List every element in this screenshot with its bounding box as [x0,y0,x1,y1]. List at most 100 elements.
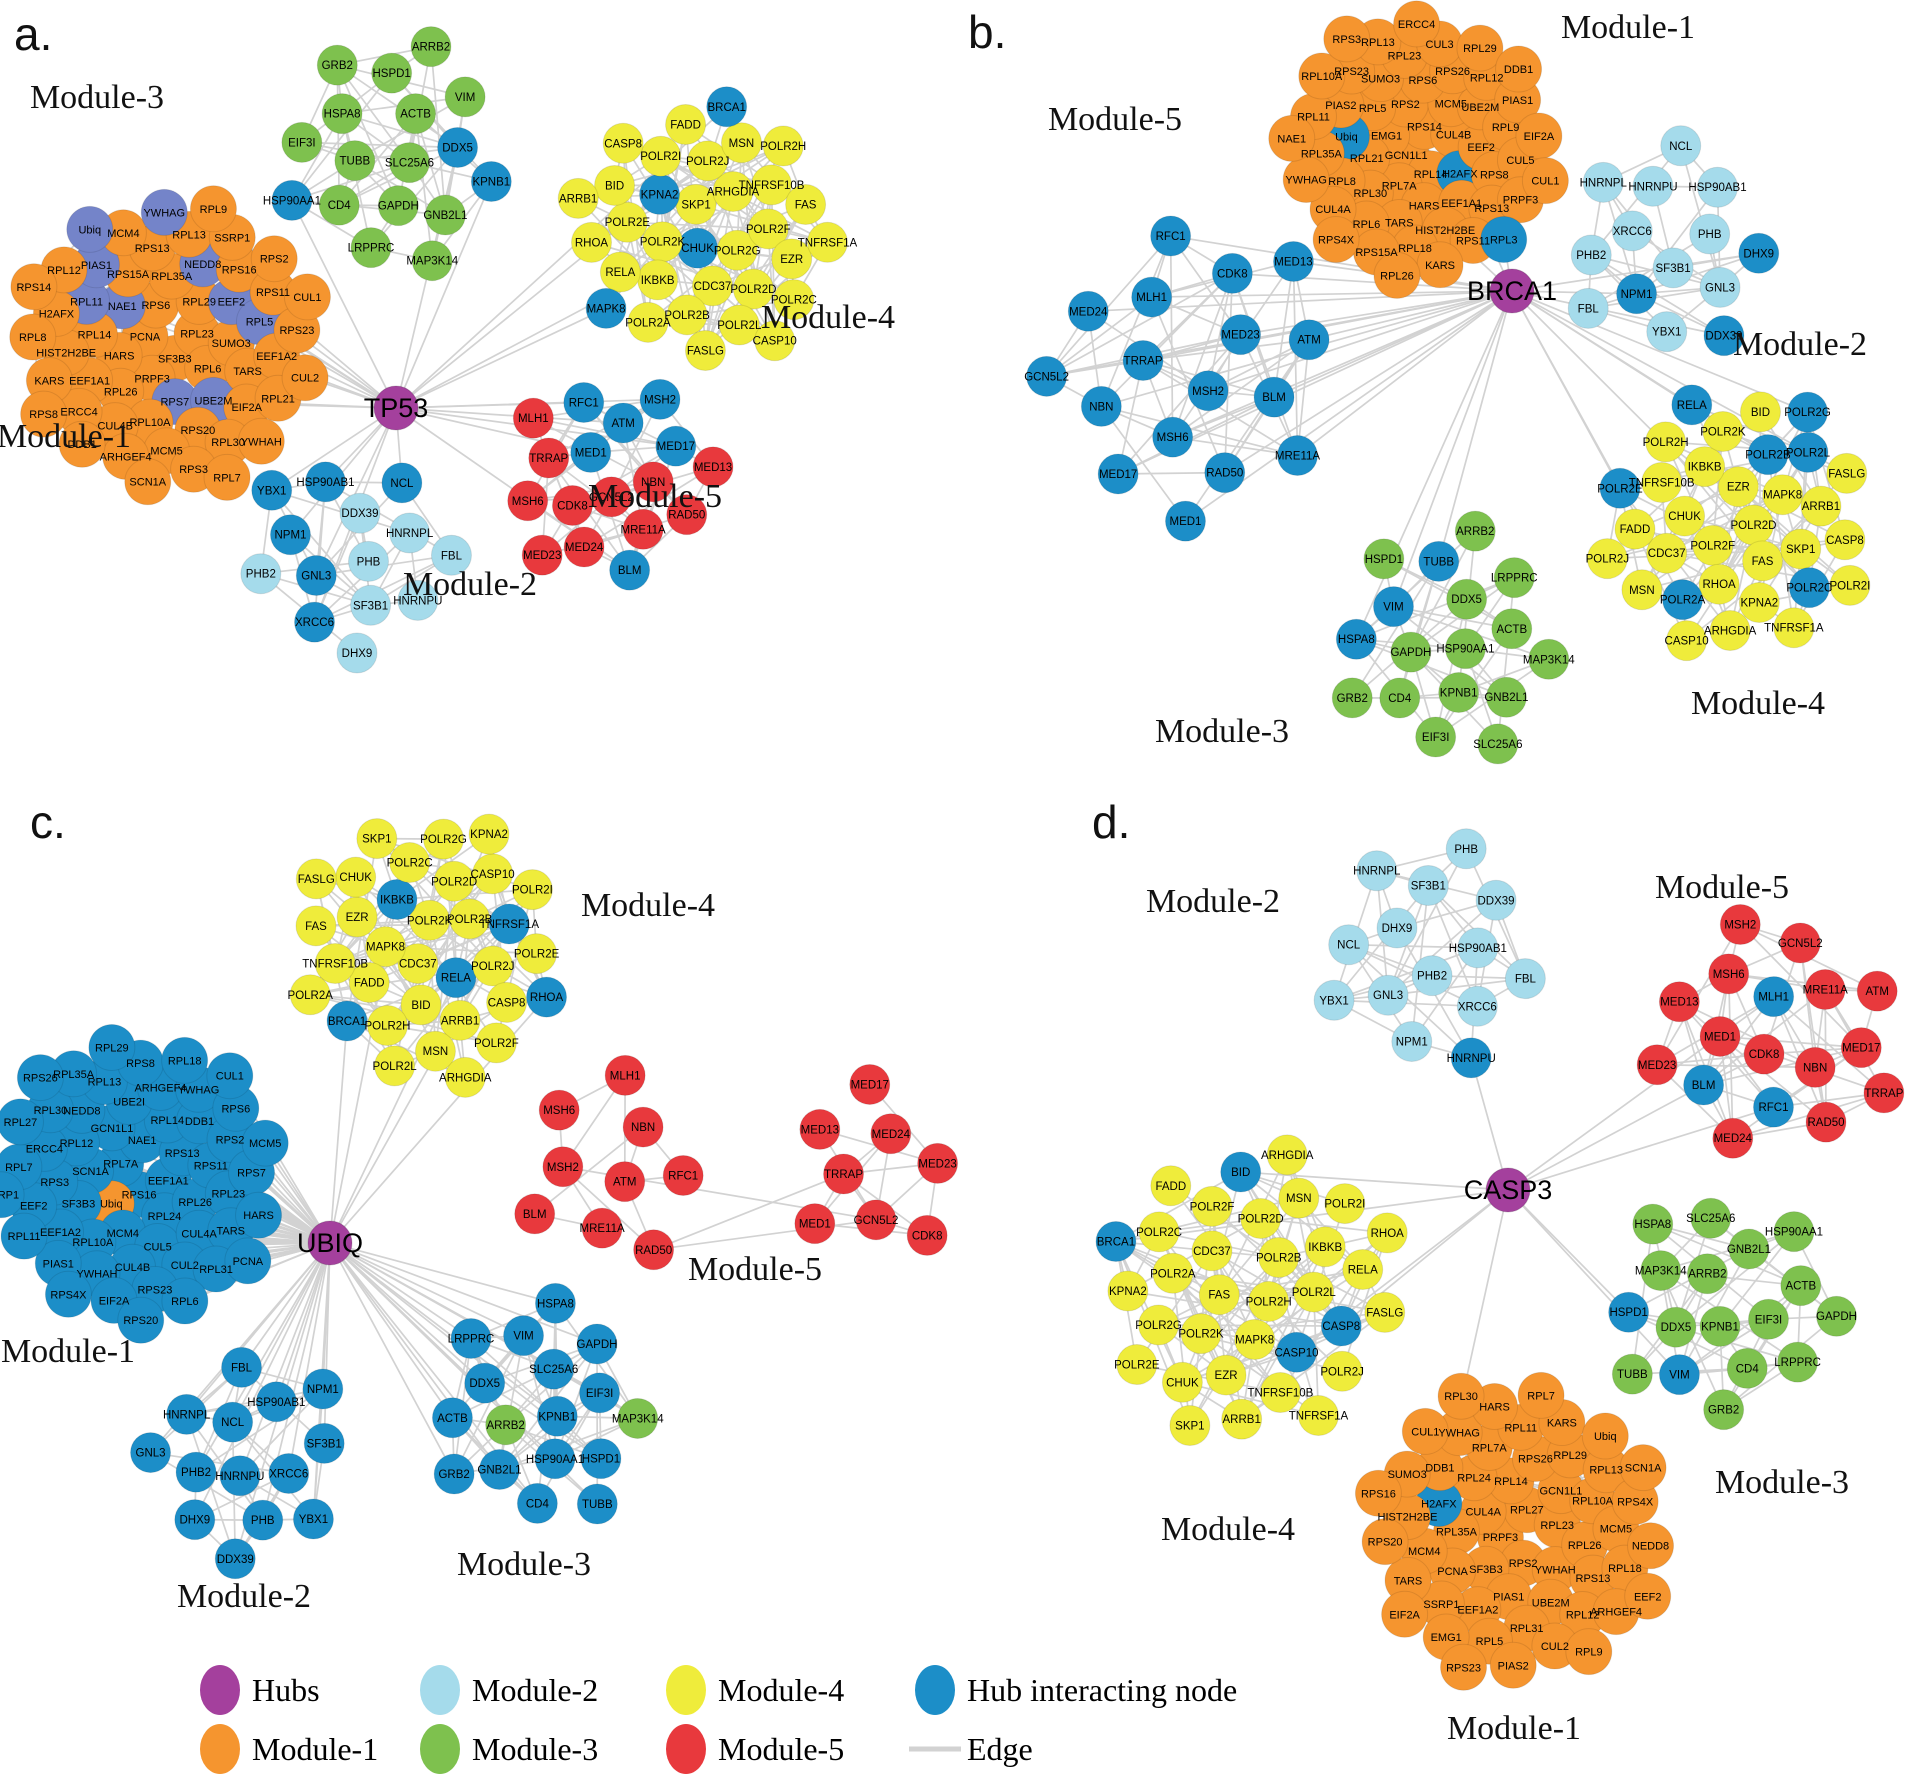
node-label: POLR2K [1700,427,1746,439]
node-label: RPL29 [1553,1450,1587,1462]
node-label: RELA [605,267,635,279]
edge [732,190,776,342]
gene-node [1477,723,1519,765]
node-label: POLR2F [1690,540,1735,552]
edge [1355,576,1516,641]
edge [583,466,714,548]
gene-node [1686,1253,1728,1295]
node-label: RPL9 [1575,1647,1603,1659]
edge [336,64,411,164]
node-label: RPL14 [150,1115,184,1127]
gene-node [1169,1405,1211,1447]
gene-node [823,1153,865,1195]
gene-node [488,903,530,945]
gene-node [1401,1407,1449,1455]
gene-node [395,93,437,135]
node-label: CDK8 [557,501,588,513]
node-label: GRB2 [1337,693,1368,705]
node-label: MSH2 [1192,386,1224,398]
gene-node [464,1362,506,1404]
node-label: POLR2G [1784,407,1831,419]
edge [1333,884,1430,1002]
gene-node [435,957,477,999]
gene-node [350,584,392,626]
hub-edge [289,407,397,536]
gene-node [906,1214,948,1256]
legend-swatch [420,1724,460,1774]
gene-node [1205,1354,1247,1396]
node-label: POLR2B [1256,1252,1302,1264]
node-label: HNRNPL [163,1409,211,1421]
node-label: KPNA2 [470,829,508,841]
node-label: GNB2L1 [1727,1244,1771,1256]
node-label: GCN5L2 [1778,938,1823,950]
gene-node [314,942,356,984]
node-label: MED24 [1069,306,1108,318]
node-label: RPL18 [1608,1563,1642,1575]
node-label: PCNA [233,1256,264,1268]
edge [1169,1184,1298,1354]
node-label: RPL35A [1436,1526,1478,1538]
edge [1641,485,1740,591]
gene-node [633,1229,675,1271]
gene-node [747,208,789,250]
edge [1434,598,1468,738]
hub-edge [1437,290,1513,563]
gene-node [271,179,313,221]
node-label: ACTB [437,1413,468,1425]
node-label: TNFRSF1A [1289,1411,1349,1423]
node-label: EIF2A [1524,131,1555,143]
gene-node [88,1023,136,1071]
edge [1387,899,1497,997]
panel-a-nodes [9,26,848,674]
node-label: CASP10 [1274,1347,1318,1359]
module-title: Module-5 [1655,869,1789,906]
hub-edge [1470,1057,1509,1191]
gene-node [1152,416,1194,458]
node-label: POLR2F [474,1038,519,1050]
gene-node [1712,1117,1754,1159]
node-label: CDK8 [1749,1049,1780,1061]
node-label: TARS [216,1226,245,1238]
node-label: CUL4B [115,1262,150,1274]
gene-node [444,76,486,118]
node-label: SKP1 [681,199,710,211]
module-title: Module-3 [30,79,164,116]
node-label: RPS11 [194,1160,228,1172]
node-label: CUL2 [171,1260,199,1272]
hub-edge [1511,290,1693,406]
node-label: DHX9 [342,648,373,660]
node-label: HSPA8 [1634,1219,1671,1231]
node-label: ARHGEF4 [1590,1607,1642,1619]
edge [1150,296,1226,474]
gene-node [1829,564,1871,606]
edge [1273,260,1295,398]
node-label: GAPDH [1816,1311,1857,1323]
node-label: POLR2D [1730,520,1776,532]
hub-edge [1511,252,1760,292]
gene-node [389,842,431,884]
gene-node [1777,1341,1819,1383]
node-label: RPS15A [107,269,150,281]
node-label: HSP90AA1 [526,1454,584,1466]
gene-node [1743,1033,1785,1075]
node-label: RPS20 [123,1315,158,1327]
node-label: HIST2H2BE [36,348,96,360]
gene-node [224,1237,272,1285]
gene-node [536,1395,578,1437]
gene-node [576,1483,618,1525]
node-label: RPS13 [1474,203,1509,215]
node-label: MED1 [799,1219,831,1231]
node-label: POLR2L [1292,1287,1337,1299]
gene-node [235,1191,283,1239]
gene-node [917,1142,959,1184]
node-label: POLR2A [1150,1268,1196,1280]
node-label: YWHAH [241,436,282,448]
node-label: HSPA8 [1338,634,1375,646]
node-label: ARHGDIA [1704,626,1757,638]
gene-node [377,185,419,227]
node-label: RPS8 [1480,169,1509,181]
node-label: POLR2K [1178,1329,1224,1341]
edge [1341,1232,1389,1373]
